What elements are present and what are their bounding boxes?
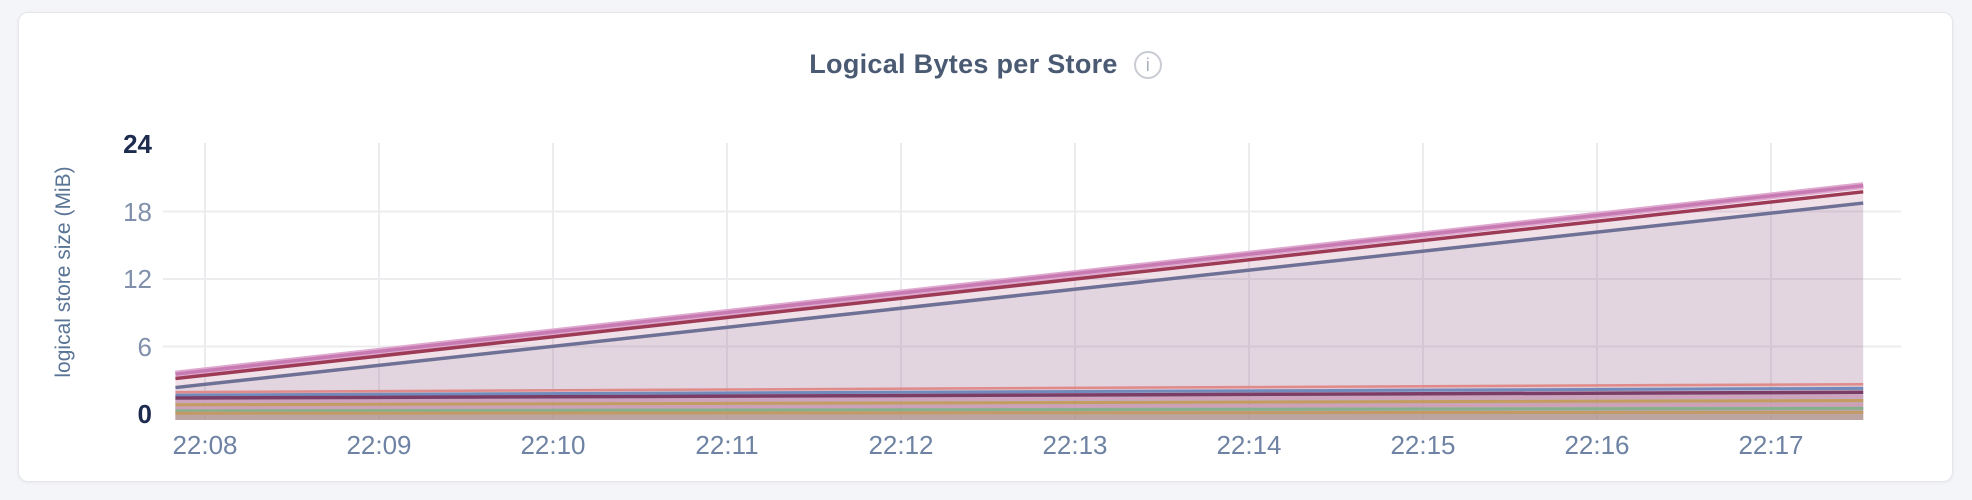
y-tick-label: 24 [123,129,152,159]
x-tick-label: 22:13 [1042,430,1108,460]
x-tick-label: 22:11 [695,430,759,460]
y-tick-label: 0 [137,399,152,429]
x-tick-label: 22:15 [1390,430,1456,460]
x-tick-label: 22:10 [520,430,586,460]
x-tick-label: 22:09 [346,430,412,460]
y-axis-label: logical store size (MiB) [52,166,75,378]
chart-title: Logical Bytes per Store [809,49,1118,79]
x-tick-label: 22:17 [1738,430,1804,460]
chart-header: Logical Bytes per Store i [19,49,1952,80]
y-tick-label: 12 [123,264,152,294]
y-tick-label: 6 [137,331,152,362]
x-tick-label: 22:12 [868,430,934,460]
y-tick-label: 18 [123,196,152,227]
x-tick-label: 22:14 [1216,430,1282,460]
info-icon[interactable]: i [1133,50,1162,79]
x-tick-label: 22:08 [172,430,238,460]
chart-card: Logical Bytes per Store i [18,12,1953,482]
chart-plot-hover-area[interactable] [182,128,1922,436]
x-tick-label: 22:16 [1564,430,1630,460]
